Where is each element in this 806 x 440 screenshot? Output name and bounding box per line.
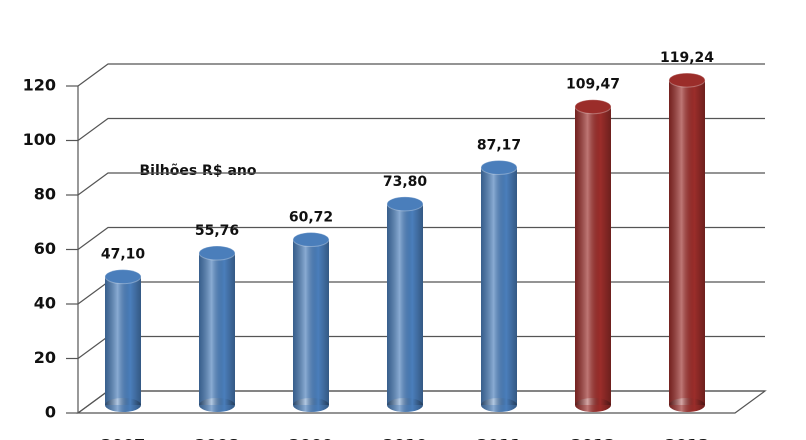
- x-tick-label: 2013: [665, 436, 710, 440]
- bar-shine: [293, 239, 329, 405]
- x-tick-label: 2011: [477, 436, 522, 440]
- value-label: 47,10: [101, 247, 146, 263]
- bar-shine: [105, 276, 141, 405]
- y-tick-label: 40: [34, 294, 56, 313]
- bar-shine: [481, 167, 517, 405]
- value-label: 109,47: [566, 77, 620, 93]
- bar-top: [292, 232, 330, 248]
- value-label: 87,17: [477, 137, 521, 153]
- value-label: 60,72: [289, 210, 333, 226]
- grid-line: [77, 172, 765, 196]
- y-tick-label: 100: [23, 130, 56, 149]
- bar-shine-base: [105, 398, 141, 412]
- bar-top: [668, 72, 706, 88]
- bar-shine-base: [669, 398, 705, 412]
- bar-shine: [575, 106, 611, 406]
- annotation: Bilhões R$ ano: [140, 163, 257, 179]
- bar-top: [386, 196, 424, 212]
- bar-top: [198, 245, 236, 261]
- grid-line: [77, 226, 765, 250]
- grid-line: [77, 117, 765, 141]
- bar-top: [480, 159, 518, 175]
- bar-shine-base: [293, 398, 329, 412]
- grid-line: [77, 63, 765, 87]
- bar-top: [104, 269, 142, 285]
- y-tick-label: 120: [23, 76, 56, 95]
- bar-shine-base: [575, 398, 611, 412]
- value-label: 73,80: [383, 174, 428, 190]
- x-tick-label: 2008: [195, 436, 240, 440]
- x-tick-label: 2012: [571, 436, 616, 440]
- y-tick-label: 60: [34, 239, 56, 258]
- x-tick-label: 2007: [101, 436, 146, 440]
- x-tick-label: 2010: [383, 436, 428, 440]
- bar-shine-base: [199, 398, 235, 412]
- bar-shine-base: [387, 398, 423, 412]
- y-tick-label: 20: [34, 348, 56, 367]
- y-tick-label: 0: [45, 403, 56, 422]
- bar-shine: [387, 203, 423, 405]
- value-label: 55,76: [195, 223, 239, 239]
- y-tick-label: 80: [34, 185, 56, 204]
- value-label: 119,24: [660, 50, 714, 66]
- x-tick-label: 2009: [289, 436, 334, 440]
- bar-shine-base: [481, 398, 517, 412]
- bar-shine: [669, 80, 705, 406]
- bar-top: [574, 99, 612, 115]
- bar-shine: [199, 253, 235, 405]
